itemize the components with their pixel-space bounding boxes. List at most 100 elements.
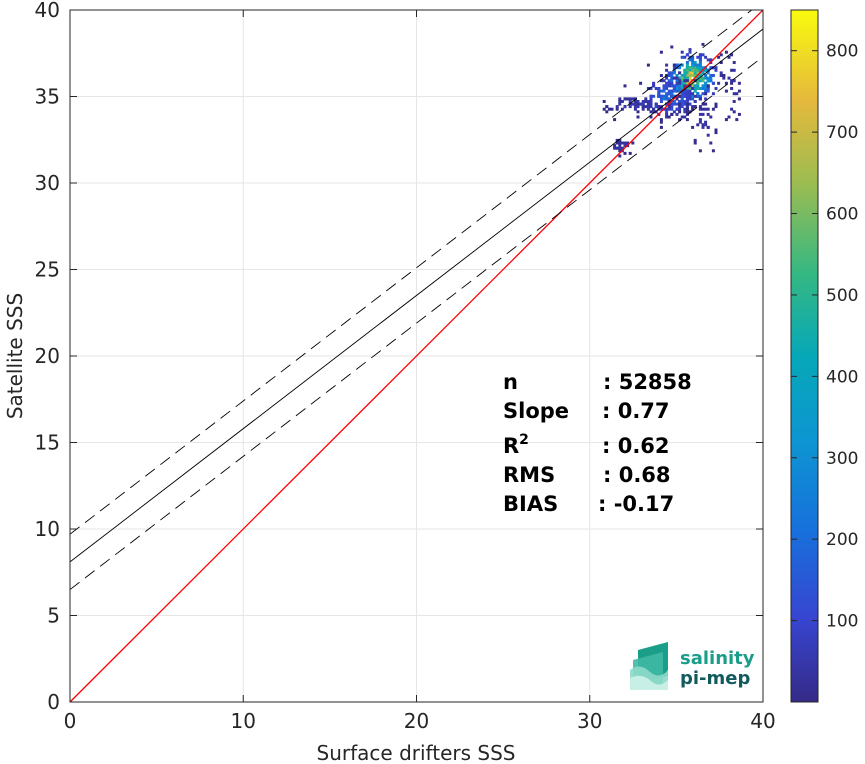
heatmap-cell — [680, 84, 684, 88]
heatmap-cell — [618, 102, 622, 106]
heatmap-cell — [680, 92, 684, 96]
heatmap-cell — [678, 107, 682, 111]
heatmap-cell — [672, 71, 676, 75]
heatmap-cell — [730, 87, 734, 90]
heatmap-cell — [644, 105, 648, 109]
colorbar-tick-label: 700 — [826, 123, 858, 143]
heatmap-cell — [675, 81, 679, 85]
heatmap-cell — [672, 63, 676, 67]
heatmap-cell — [701, 66, 705, 70]
heatmap-cell — [727, 115, 731, 119]
heatmap-cell — [633, 107, 637, 111]
heatmap-cell — [678, 94, 682, 98]
heatmap-cell — [620, 100, 624, 103]
x-axis-label: Surface drifters SSS — [317, 741, 516, 764]
heatmap-cell — [685, 87, 689, 90]
heatmap-cell — [636, 115, 640, 119]
heatmap-cell — [701, 92, 705, 96]
stat-label-text: RMS — [503, 463, 555, 487]
heatmap-cell — [704, 76, 708, 80]
heatmap-cell — [680, 115, 684, 119]
heatmap-cell — [701, 76, 705, 80]
density-heatmap — [602, 42, 741, 158]
heatmap-cell — [698, 97, 702, 101]
heatmap-cell — [691, 68, 695, 72]
heatmap-cell — [657, 94, 661, 98]
heatmap-cell — [732, 110, 736, 114]
heatmap-cell — [696, 87, 700, 90]
x-tick-label: 40 — [750, 709, 775, 733]
logo-line2: pi-mep — [680, 668, 750, 689]
heatmap-cell — [717, 55, 721, 59]
heatmap-cell — [688, 94, 692, 98]
heatmap-cell — [652, 107, 656, 111]
heatmap-cell — [698, 58, 702, 62]
heatmap-cell — [680, 63, 684, 67]
heatmap-cell — [633, 102, 637, 106]
heatmap-cell — [665, 94, 669, 98]
heatmap-cell — [711, 74, 715, 77]
heatmap-cell — [698, 79, 702, 83]
heatmap-cell — [730, 107, 734, 111]
heatmap-cell — [685, 92, 689, 96]
heatmap-cell — [623, 84, 627, 88]
heatmap-cell — [659, 79, 663, 83]
heatmap-cell — [732, 61, 736, 64]
heatmap-cell — [618, 138, 622, 142]
y-tick-label: 30 — [35, 171, 60, 195]
heatmap-cell — [693, 66, 697, 70]
x-tick-label: 0 — [64, 709, 77, 733]
heatmap-cell — [693, 105, 697, 109]
heatmap-cell — [652, 84, 656, 88]
heatmap-cell — [646, 102, 650, 106]
heatmap-cell — [683, 92, 687, 96]
heatmap-cell — [667, 71, 671, 75]
heatmap-cell — [685, 97, 689, 101]
heatmap-cell — [683, 76, 687, 80]
heatmap-cell — [652, 81, 656, 85]
heatmap-cell — [696, 66, 700, 70]
heatmap-cell — [727, 55, 731, 59]
heatmap-cell — [737, 112, 741, 116]
heatmap-cell — [667, 74, 671, 77]
heatmap-cell — [709, 66, 713, 70]
heatmap-cell — [685, 89, 689, 93]
heatmap-cell — [672, 68, 676, 72]
heatmap-cell — [691, 71, 695, 75]
heatmap-cell — [672, 89, 676, 93]
heatmap-cell — [659, 125, 663, 129]
heatmap-cell — [633, 105, 637, 109]
heatmap-cell — [693, 74, 697, 77]
heatmap-cell — [698, 94, 702, 98]
heatmap-cell — [701, 123, 705, 127]
heatmap-cell — [670, 105, 674, 109]
heatmap-cell — [701, 84, 705, 88]
heatmap-cell — [670, 89, 674, 93]
heatmap-cell — [662, 89, 666, 93]
heatmap-cell — [691, 94, 695, 98]
heatmap-cell — [698, 55, 702, 59]
heatmap-cell — [615, 138, 619, 142]
heatmap-cell — [623, 105, 627, 109]
heatmap-cell — [701, 125, 705, 129]
heatmap-cell — [667, 107, 671, 111]
heatmap-cell — [688, 68, 692, 72]
heatmap-cell — [675, 76, 679, 80]
heatmap-cell — [737, 89, 741, 93]
colorbar-tick-label: 800 — [826, 42, 858, 62]
heatmap-cell — [737, 97, 741, 101]
heatmap-cell — [698, 63, 702, 67]
heatmap-cell — [737, 81, 741, 85]
heatmap-cell — [678, 100, 682, 103]
heatmap-cell — [698, 76, 702, 80]
heatmap-cell — [665, 84, 669, 88]
stat-label: Slope — [503, 399, 569, 423]
x-tick-label: 30 — [577, 709, 602, 733]
heatmap-cell — [665, 92, 669, 96]
heatmap-cell — [672, 87, 676, 90]
heatmap-cell — [618, 154, 622, 158]
heatmap-cell — [670, 92, 674, 96]
y-tick-label: 0 — [47, 690, 60, 714]
heatmap-cell — [696, 63, 700, 67]
heatmap-cell — [685, 105, 689, 109]
